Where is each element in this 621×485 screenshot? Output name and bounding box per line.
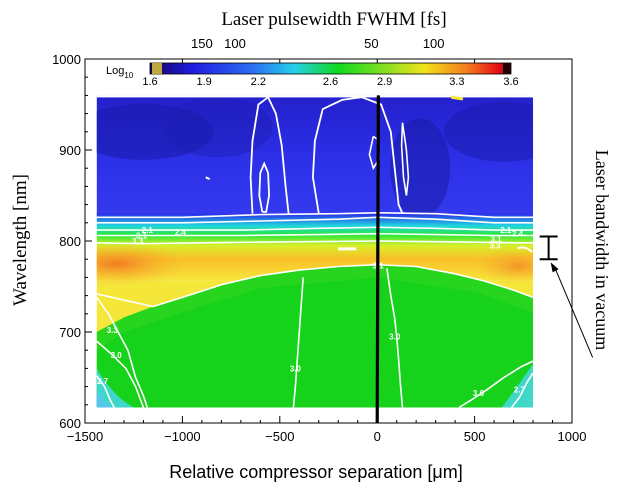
x-tick-label: 0 <box>374 429 381 444</box>
colorbar-title: Log10 <box>106 65 134 80</box>
cyan-corner <box>96 368 134 408</box>
contour-line <box>96 263 534 308</box>
orange-patch <box>96 241 187 286</box>
contour-line <box>510 372 534 408</box>
y-tick-label: 800 <box>59 234 81 249</box>
contour-line <box>368 135 380 171</box>
contour-lines <box>96 95 534 409</box>
x-axis: −1500 −1000 −500 0 500 1000 <box>67 59 587 444</box>
contour-labels: 2.12.43.13.32.12.43.13.33.13.33.02.73.03… <box>97 226 526 398</box>
contour-line <box>96 226 533 231</box>
contour-line <box>517 246 533 253</box>
contour-label: 3.0 <box>389 333 401 342</box>
dark-patch <box>162 97 273 158</box>
contour-label: 3.1 <box>490 235 502 244</box>
y-tick-label: 600 <box>59 416 81 431</box>
cyan-corner <box>96 391 113 408</box>
colorbar-swatch <box>503 63 511 74</box>
colorbar: Log10 1.6 1.9 2.2 2.6 2.9 3.3 3.6 <box>106 62 519 88</box>
contour-label: 2.7 <box>97 377 109 386</box>
dark-patch <box>96 103 214 160</box>
contour-line <box>96 232 533 237</box>
colorbar-tick-label: 3.3 <box>449 76 464 88</box>
contour-line <box>96 240 533 245</box>
contour-island <box>205 176 211 181</box>
bandwidth-arrow-line <box>554 267 594 358</box>
contour-label: 3.0 <box>473 389 485 398</box>
top-tick-label: 50 <box>364 36 378 51</box>
x-tick-label: −500 <box>265 429 294 444</box>
contour-label: 3.3 <box>132 237 144 246</box>
contour-line <box>292 277 304 408</box>
contour-line <box>96 340 145 408</box>
contour-label: 3.0 <box>290 364 302 373</box>
top-axis: 150 100 50 100 <box>191 36 445 51</box>
contour-label: 2.1 <box>142 226 154 235</box>
bandwidth-arrow-head <box>550 262 559 273</box>
green-core <box>96 277 533 408</box>
colorbar-tick-label: 2.9 <box>377 76 392 88</box>
x-tick-label: −1500 <box>67 429 104 444</box>
contour-island <box>338 247 357 251</box>
contour-line <box>386 268 404 408</box>
contour-line <box>96 216 533 224</box>
contour-line <box>458 360 534 409</box>
zero-separation-line <box>375 95 380 424</box>
contour-line <box>96 212 533 219</box>
contour-line <box>96 375 115 408</box>
colorbar-tick-label: 1.9 <box>197 76 212 88</box>
y-axis-label: Wavelength [nm] <box>10 174 31 306</box>
contour-label: 3.0 <box>111 351 123 360</box>
x-axis-label: Relative compressor separation [μm] <box>169 462 462 482</box>
contour-line <box>311 96 404 215</box>
top-tick-label: 100 <box>224 36 246 51</box>
colorbar-swatch <box>152 63 162 74</box>
top-tick-label: 150 <box>191 36 213 51</box>
top-axis-label: Laser pulsewidth FWHM [fs] <box>221 9 446 30</box>
contour-line <box>249 95 290 214</box>
contour-line <box>96 296 149 408</box>
dark-patch <box>443 101 534 162</box>
orange-patch <box>473 248 534 285</box>
contour-line <box>400 122 410 196</box>
right-axis <box>539 235 594 358</box>
contour-label: 3.3 <box>107 326 119 335</box>
contour-island <box>450 95 464 101</box>
colorbar-title-subscript: 10 <box>124 71 133 80</box>
colorbar-title-prefix: Log <box>106 65 124 77</box>
y-axis: 600 700 800 900 1000 <box>52 52 92 431</box>
contour-label: 2.4 <box>175 228 187 237</box>
heatmap-image <box>96 95 534 408</box>
contour-label: 2.7 <box>514 385 526 394</box>
x-tick-label: −1000 <box>164 429 201 444</box>
zero-line <box>375 95 380 424</box>
colorbar-tick-label: 3.6 <box>503 76 518 88</box>
contour-label: 3.3 <box>489 242 501 251</box>
contour-label: 2.1 <box>500 226 512 235</box>
x-tick-label: 1000 <box>558 429 587 444</box>
top-tick-label: 100 <box>423 36 445 51</box>
colorbar-bar <box>149 62 512 75</box>
x-tick-label: 500 <box>464 429 486 444</box>
colorbar-tick-label: 2.2 <box>251 76 266 88</box>
y-tick-label: 700 <box>59 325 81 340</box>
colorbar-tick-label: 1.6 <box>142 76 157 88</box>
contour-label: 2.4 <box>512 230 524 239</box>
right-axis-label: Laser bandwidth in vacuum <box>592 150 612 350</box>
colorbar-tick-label: 2.6 <box>323 76 338 88</box>
top-strip <box>96 95 534 98</box>
contour-label: 3.1 <box>136 232 148 241</box>
contour-line <box>258 161 271 213</box>
y-tick-label: 900 <box>59 143 81 158</box>
y-tick-label: 1000 <box>52 52 81 67</box>
cyan-corner <box>501 363 534 408</box>
